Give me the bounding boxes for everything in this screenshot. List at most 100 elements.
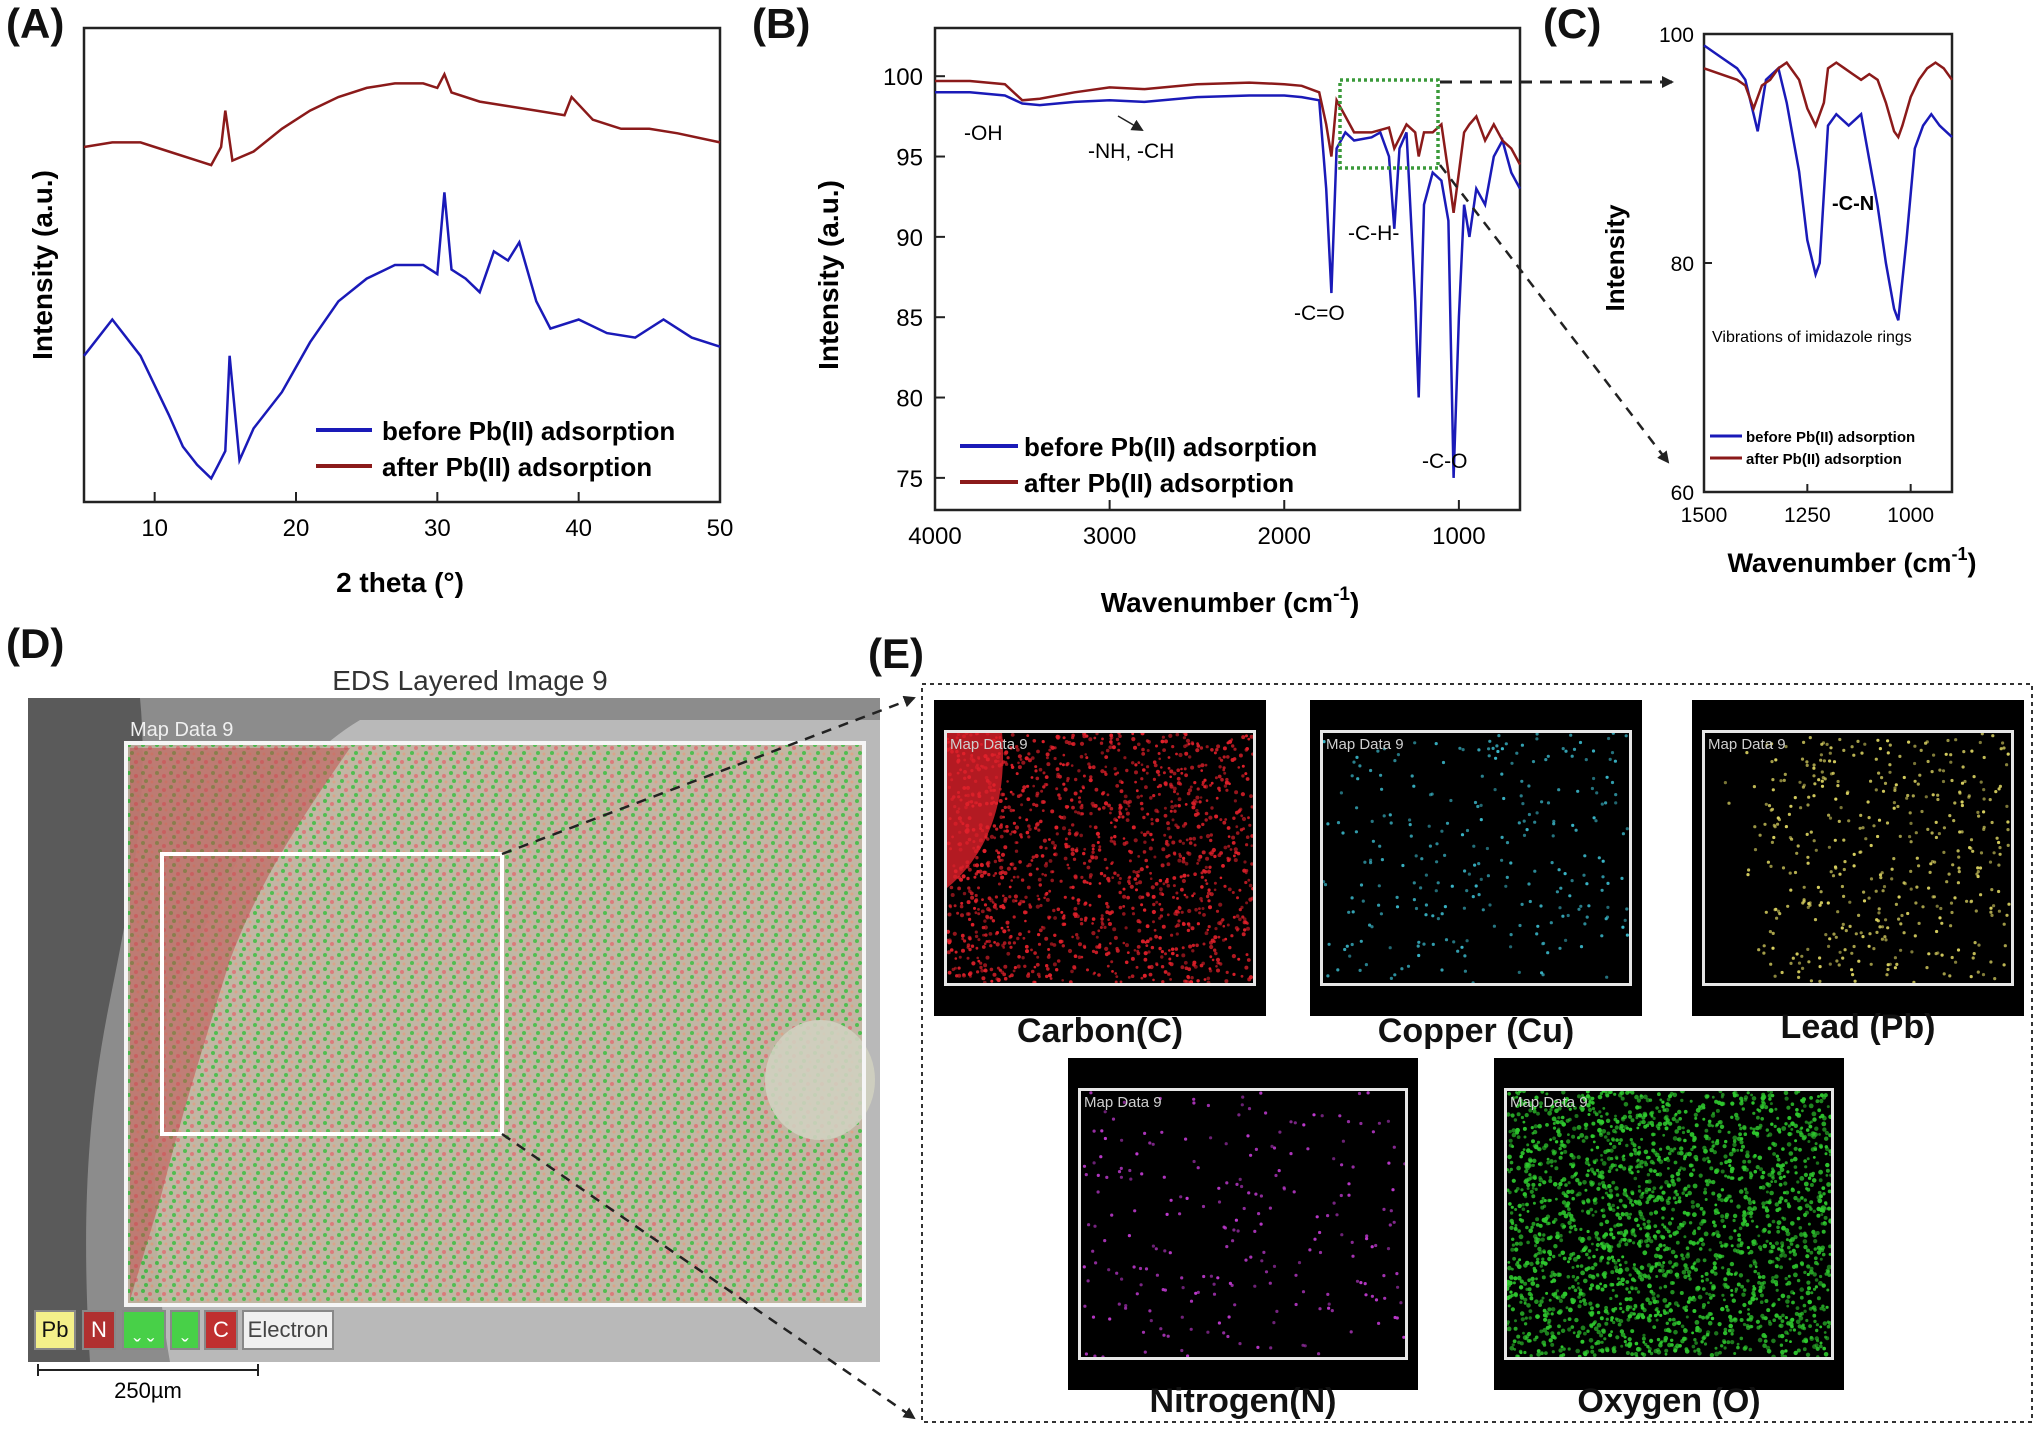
eds-legend-cu: ˬ [170,1310,200,1350]
sem-red-carbon-lobe [130,748,350,1300]
map-tile-lead: Map Data 9 [1692,700,2024,1016]
map-caption-carbon: Carbon(C) [1016,1012,1184,1050]
map-tag-carbon: Map Data 9 [950,736,1028,753]
chart-a-xtick-label-2: 30 [424,515,451,542]
eds-legend-n: N [82,1310,116,1350]
map-tag-oxygen: Map Data 9 [1510,1094,1588,1111]
chart-b-ytick-label-4: 95 [896,145,923,172]
sem-dark-lobe [28,698,143,1362]
carbon-dense-region [947,733,1004,888]
annot-c-o: -C-O [1422,450,1468,473]
eds-title: EDS Layered Image 9 [332,665,608,696]
zoom-arrow-d-bottom [501,1132,916,1420]
annot-nh-arrow [1117,115,1144,132]
chart-c-series [1703,44,1954,321]
annot-nh-ch: -NH, -CH [1088,140,1174,163]
chart-b-ytick-label-1: 80 [896,386,923,413]
map-tile-carbon: Map Data 9 [934,700,1266,1016]
chart-b-ftir: 4000 3000 2000 1000 75 80 85 90 95 100 Wavenumbe… [813,26,1522,618]
legend-b-before-label: before Pb(II) adsorption [1024,432,1317,462]
chart-b-ylabel: Intensity (a.u.) [813,180,844,370]
chart-c-ylabel: Intensity [1600,204,1630,311]
map-dots-carbon [947,733,1253,983]
eds-legend-o: ˬ ˬ [122,1310,166,1350]
panel-label-e: (E) [868,630,924,677]
panel-label-d: (D) [6,620,65,667]
map-tag-lead: Map Data 9 [1708,736,1786,753]
map-data-label: Map Data 9 [130,719,233,741]
chart-c-xticks: 1500 1250 1000 [1681,484,1934,527]
map-tag-copper: Map Data 9 [1326,736,1404,753]
chart-a-series-line-1 [83,71,721,167]
annot-oh: -OH [964,122,1003,145]
map-lead-area [1702,730,2014,986]
legend-b-after-label: after Pb(II) adsorption [1024,468,1294,498]
map-dots-lead [1723,733,2011,983]
eds-legend-c: C [204,1310,238,1350]
chart-c-series-line-0 [1703,44,1953,321]
eds-legend-pb: Pb [34,1310,76,1350]
chart-c-ytick-label-1: 80 [1671,253,1694,276]
chart-c-ytick-label-0: 60 [1671,482,1694,505]
scale-bar-label: 250µm [114,1378,182,1403]
chart-b-xticks: 4000 3000 2000 1000 [908,500,1486,550]
map-carbon-area [944,730,1256,986]
map-tile-oxygen: Map Data 9 [1494,1058,1844,1390]
map-oxygen-area [1504,1088,1834,1360]
panel-label-c: (C) [1543,0,1602,47]
chart-a-xlabel: 2 theta (°) [336,567,464,598]
map-caption-nitrogen: Nitrogen(N) [1149,1382,1337,1420]
annot-c-h: -C-H- [1348,222,1399,245]
chart-b-yticks: 75 80 85 90 95 100 [883,64,945,493]
annot-c-n: -C-N [1832,193,1874,215]
chart-b-xtick-label-0: 4000 [908,523,961,550]
map-tile-nitrogen: Map Data 9 [1068,1058,1418,1390]
legend-a-after-label: after Pb(II) adsorption [382,452,652,482]
chart-a-frame [82,26,722,504]
chart-c-ftir-zoom: 1500 1250 1000 60 80 100 Wavenumber (cm-1) I… [1600,24,1977,578]
chart-b-series-line-0 [935,91,1522,478]
map-dots-nitrogen [1082,1091,1405,1357]
chart-b-xtick-label-1: 3000 [1083,523,1136,550]
zoom-selection-box [160,852,504,1136]
map-data-frame [124,741,866,1307]
annot-c-o-double: -C=O [1294,302,1345,325]
map-tile-copper: Map Data 9 [1310,700,1642,1016]
chart-b-xtick-label-2: 2000 [1258,523,1311,550]
sem-porous-spot [765,1020,875,1140]
chart-a-xtick-label-3: 40 [565,515,592,542]
map-nitrogen-area [1078,1088,1408,1360]
map-copper-area [1320,730,1632,986]
eds-legend-electron: Electron [242,1310,334,1350]
chart-c-xtick-label-1: 1250 [1784,504,1831,527]
chart-a-xtick-label-4: 50 [707,515,734,542]
eds-layered-panel: EDS Layered Image 9 Map Data 9 250µm [28,665,880,1403]
chart-c-yticks: 60 80 100 [1659,24,1712,505]
chart-b-xtick-label-3: 1000 [1432,523,1485,550]
zoom-highlight-box [1338,78,1440,170]
legend-c-after-label: after Pb(II) adsorption [1746,451,1902,468]
zoom-arrow-bottom [1439,164,1670,464]
chart-b-series-line-1 [935,79,1522,213]
chart-a-series [83,71,721,481]
chart-c-xlabel: Wavenumber (cm-1) [1727,544,1976,578]
legend-c-before-label: before Pb(II) adsorption [1746,429,1915,446]
chart-a-xtick-label-1: 20 [283,515,310,542]
chart-c-xtick-label-2: 1000 [1887,504,1934,527]
map-dots-oxygen [1507,1091,1831,1357]
chart-a-xtick-label-0: 10 [141,515,168,542]
chart-a-ylabel: Intensity (a.u.) [27,170,58,360]
chart-b-ytick-label-5: 100 [883,64,923,91]
map-tag-nitrogen: Map Data 9 [1084,1094,1162,1111]
map-caption-lead: Lead (Pb) [1780,1008,1936,1046]
legend-a-before-label: before Pb(II) adsorption [382,416,675,446]
map-dots-copper [1323,733,1629,983]
chart-b-series [935,79,1522,478]
chart-c-series-line-1 [1703,60,1954,140]
chart-c-xtick-label-0: 1500 [1681,504,1728,527]
annot-imidazole: Vibrations of imidazole rings [1712,329,1912,346]
chart-a-series-line-0 [83,192,721,481]
chart-a-xticks: 10 20 30 40 50 [141,492,733,542]
panel-label-b: (B) [752,0,811,47]
